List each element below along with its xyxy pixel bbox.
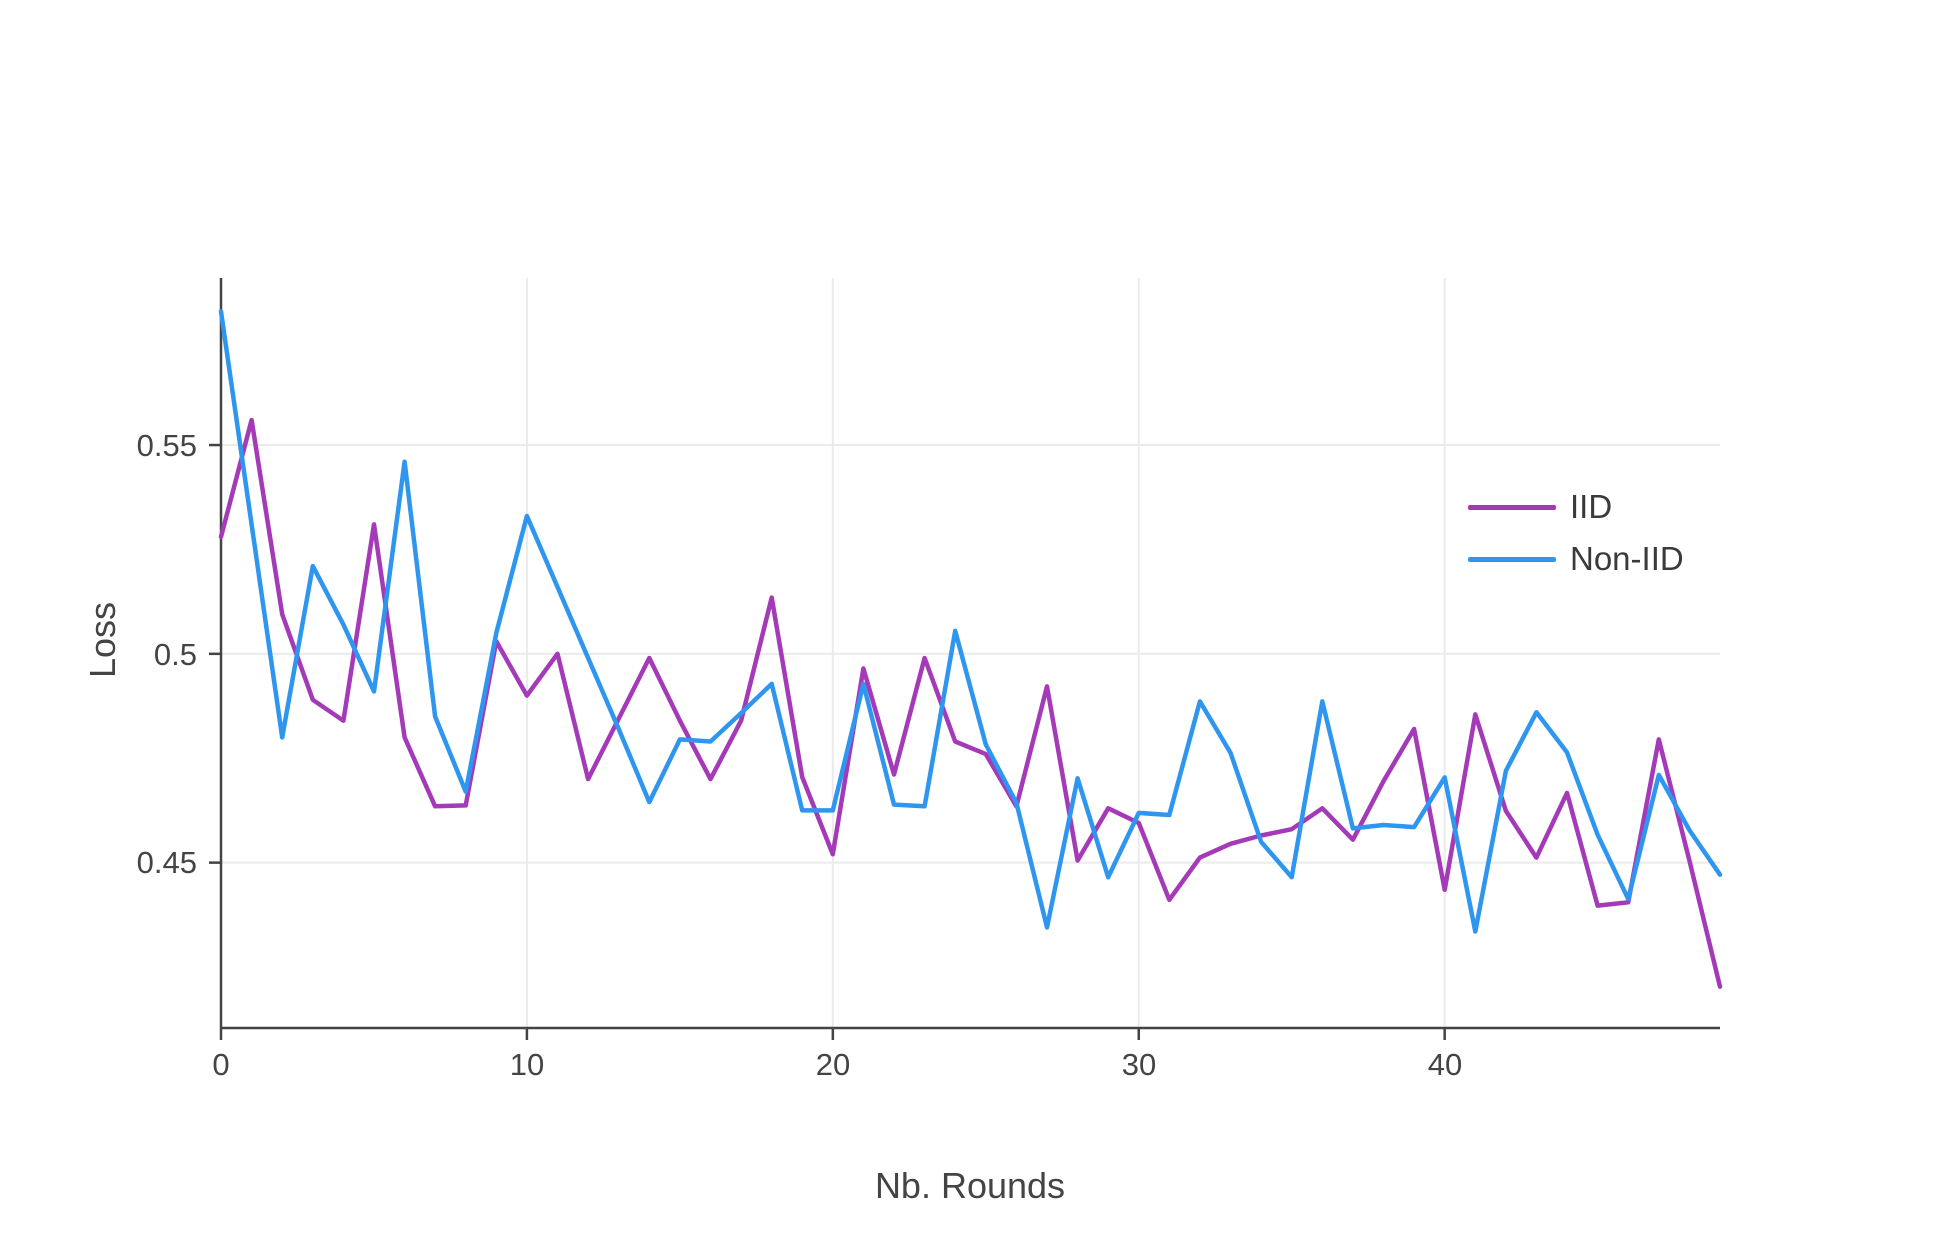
non-iid-line (218, 309, 1723, 934)
legend-label-iid: IID (1570, 488, 1613, 525)
gridlines (221, 278, 1720, 1028)
legend-item-iid: IID (1468, 481, 1684, 533)
axes (209, 278, 1720, 1040)
series-lines (218, 309, 1723, 989)
non-iid-line-swatch (1468, 556, 1556, 562)
legend-item-non-iid: Non-IID (1468, 533, 1684, 585)
y-tick-label-0.5: 0.5 (153, 637, 197, 672)
x-tick-label-40: 40 (1427, 1047, 1463, 1082)
x-tick-label-20: 20 (815, 1047, 851, 1082)
legend: IID Non-IID (1468, 481, 1684, 585)
x-tick-label-30: 30 (1121, 1047, 1157, 1082)
y-tick-label-0.45: 0.45 (136, 845, 197, 880)
iid-line (218, 417, 1723, 989)
y-tick-label-0.55: 0.55 (136, 428, 197, 463)
legend-label-non-iid: Non-IID (1570, 540, 1684, 577)
iid-line-swatch (1468, 504, 1556, 510)
y-axis-title: Loss (82, 601, 123, 679)
x-axis-title: Nb. Rounds (874, 1165, 1066, 1206)
x-tick-label-0: 0 (212, 1047, 230, 1082)
x-tick-label-10: 10 (509, 1047, 545, 1082)
